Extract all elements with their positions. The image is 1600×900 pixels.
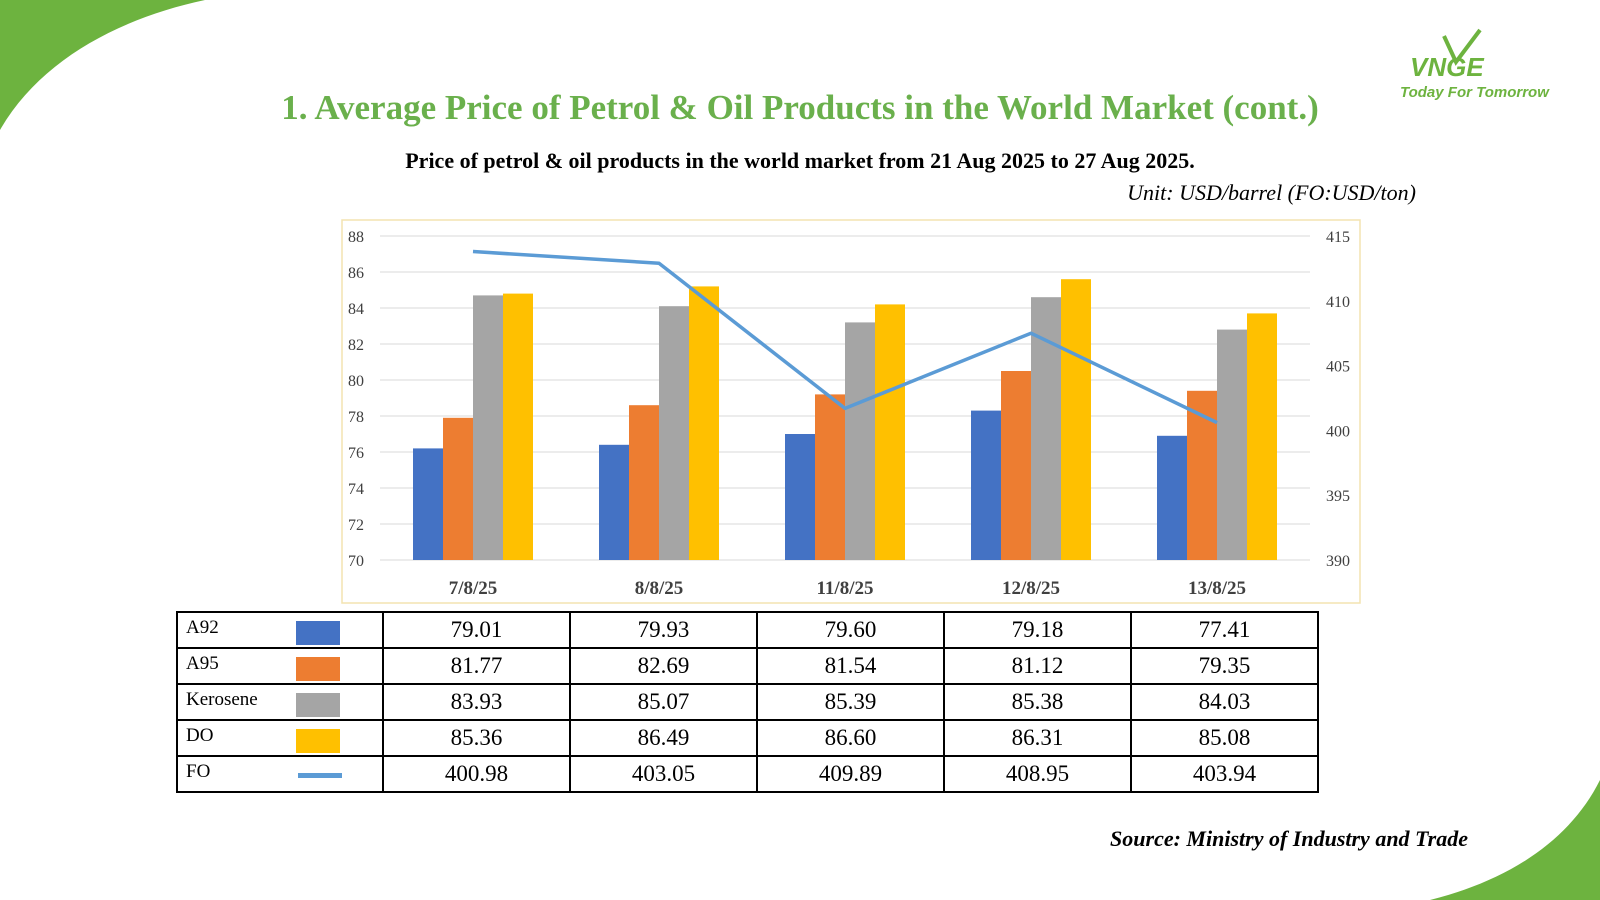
table-cell: 79.60 [756,611,945,649]
y2-tick-label: 400 [1326,423,1350,440]
table-cell: 86.60 [756,719,945,757]
series-name: Kerosene [186,689,258,710]
bar-kerosene [845,322,875,560]
table-cell: 403.94 [1130,755,1319,793]
logo-text: VNGE [1410,52,1484,82]
y-tick-label: 72 [348,517,364,534]
y2-tick-label: 415 [1326,229,1350,246]
table-cell: 86.49 [569,719,758,757]
table-row: A92 79.01 79.93 79.60 79.18 77.41 [176,611,1319,649]
series-name: A95 [186,653,219,674]
y-tick-label: 78 [348,409,364,426]
table-cell: 81.12 [943,647,1132,685]
legend-swatch [296,657,340,681]
table-cell: 85.39 [756,683,945,721]
table-cell: 409.89 [756,755,945,793]
brand-logo: VNGE Today For Tomorrow [1400,14,1580,104]
table-cell: 79.18 [943,611,1132,649]
brand-tagline: Today For Tomorrow [1400,84,1549,101]
bar-do [875,304,905,560]
unit-label: Unit: USD/barrel (FO:USD/ton) [1127,180,1416,205]
table-cell: 85.08 [1130,719,1319,757]
y-tick-label: 88 [348,229,364,246]
legend-swatch [296,621,340,645]
series-name-cell: A95 [176,647,384,685]
bar-a92 [971,410,1001,560]
table-row: FO 400.98 403.05 409.89 408.95 403.94 [176,755,1319,793]
chart-frame [341,219,1361,604]
table-cell: 408.95 [943,755,1132,793]
series-name: A92 [186,617,219,638]
legend-swatch [298,773,342,778]
bar-kerosene [473,295,503,560]
table-cell: 85.36 [382,719,571,757]
y-tick-label: 82 [348,337,364,354]
table-cell: 400.98 [382,755,571,793]
corner-leaf-top-left [0,0,205,130]
bar-a95 [443,417,473,560]
bar-a95 [815,394,845,560]
x-tick-label: 12/8/25 [1002,578,1060,599]
table-cell: 77.41 [1130,611,1319,649]
series-name-cell: DO [176,719,384,757]
x-tick-label: 8/8/25 [635,578,684,599]
bar-do [689,286,719,560]
bar-do [1061,279,1091,560]
table-row: Kerosene 83.93 85.07 85.39 85.38 84.03 [176,683,1319,721]
table-cell: 81.54 [756,647,945,685]
data-table: A92 79.01 79.93 79.60 79.18 77.41 A95 81.77 82.6… [176,611,1319,793]
corner-leaf-bottom-right [1430,780,1600,900]
bar-kerosene [1217,329,1247,560]
x-tick-label: 11/8/25 [816,578,873,599]
y2-tick-label: 405 [1326,359,1350,376]
source-note: Source: Ministry of Industry and Trade [1110,826,1468,851]
price-chart: 70 72 74 76 78 80 82 84 86 88 390 395 400 405 410 415 7/… [341,219,1361,604]
series-name-cell: FO [176,755,384,793]
y-tick-label: 86 [348,265,364,282]
table-cell: 86.31 [943,719,1132,757]
y-tick-label: 76 [348,445,364,462]
table-cell: 79.35 [1130,647,1319,685]
table-cell: 82.69 [569,647,758,685]
table-cell: 85.38 [943,683,1132,721]
y-tick-label: 70 [348,553,364,570]
bar-a92 [413,448,443,560]
legend-swatch [296,693,340,717]
y-tick-label: 84 [348,301,364,318]
bar-a92 [599,444,629,560]
series-name: DO [186,725,214,746]
bar-do [1247,313,1277,560]
bar-a92 [1157,435,1187,560]
table-row: DO 85.36 86.49 86.60 86.31 85.08 [176,719,1319,757]
leaf-icon [1442,28,1482,66]
series-name: FO [186,761,211,782]
table-cell: 84.03 [1130,683,1319,721]
table-cell: 81.77 [382,647,571,685]
table-cell: 79.93 [569,611,758,649]
y-tick-label: 74 [348,481,364,498]
page-title: 1. Average Price of Petrol & Oil Product… [281,88,1319,127]
y2-tick-label: 390 [1326,553,1350,570]
y-tick-label: 80 [348,373,364,390]
y2-tick-label: 395 [1326,488,1350,505]
x-tick-label: 13/8/25 [1188,578,1246,599]
table-cell: 79.01 [382,611,571,649]
table-cell: 85.07 [569,683,758,721]
series-name-cell: A92 [176,611,384,649]
x-tick-label: 7/8/25 [449,578,498,599]
table-cell: 403.05 [569,755,758,793]
bar-do [503,293,533,560]
legend-swatch [296,729,340,753]
bar-a92 [785,434,815,560]
y2-tick-label: 410 [1326,294,1350,311]
series-name-cell: Kerosene [176,683,384,721]
table-row: A95 81.77 82.69 81.54 81.12 79.35 [176,647,1319,685]
bar-a95 [1001,371,1031,560]
table-cell: 83.93 [382,683,571,721]
line-fo [472,249,1218,425]
bar-kerosene [659,306,689,560]
bar-a95 [629,405,659,560]
chart-subtitle: Price of petrol & oil products in the wo… [405,148,1195,173]
